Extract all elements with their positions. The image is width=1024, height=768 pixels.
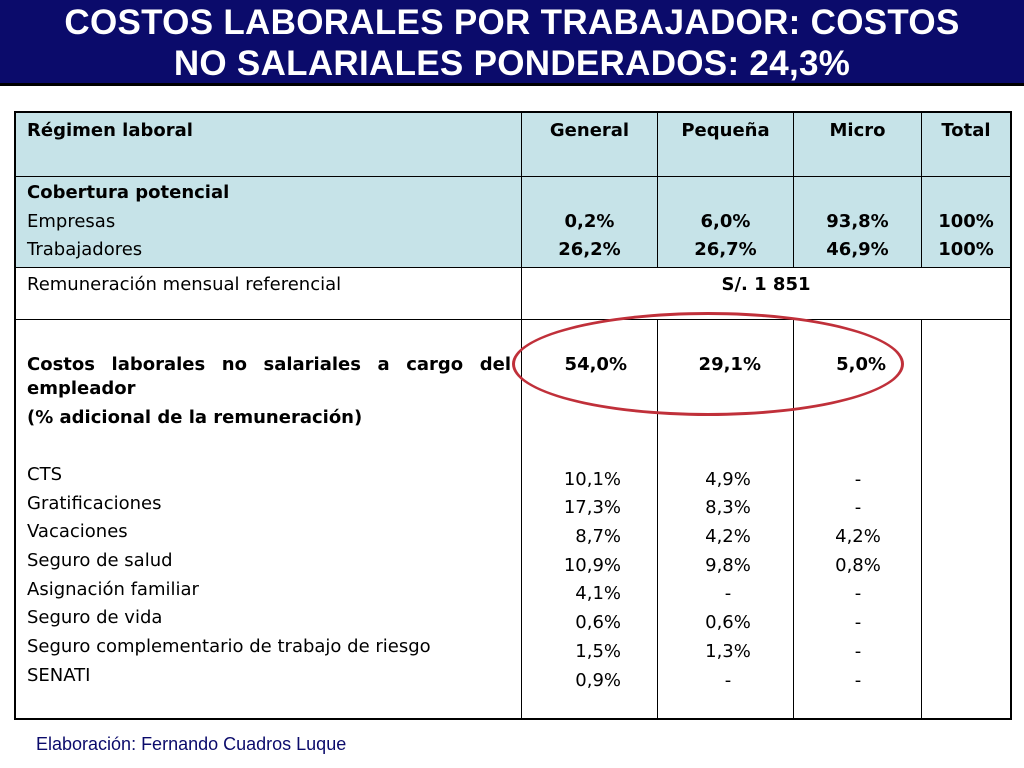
column-divider xyxy=(793,319,794,720)
item-label: CTS xyxy=(27,464,62,485)
item-micro-value: 4,2% xyxy=(835,526,881,547)
item-label: Asignación familiar xyxy=(27,579,199,600)
header-micro: Micro xyxy=(829,120,886,141)
item-micro-value: - xyxy=(854,583,862,604)
coverage-general-value: 0,2% xyxy=(564,211,615,232)
item-micro-value: - xyxy=(854,670,862,691)
item-pequena-value: 4,9% xyxy=(705,469,751,490)
item-pequena-value: 8,3% xyxy=(705,497,751,518)
column-divider xyxy=(921,113,922,267)
item-pequena-value: 1,3% xyxy=(705,641,751,662)
cost-table: Régimen laboral General Pequeña Micro To… xyxy=(14,111,1012,720)
remuneration-value: S/. 1 851 xyxy=(721,274,811,295)
item-micro-value: - xyxy=(854,641,862,662)
header-general: General xyxy=(549,120,630,141)
item-general-value: 0,6% xyxy=(575,612,621,633)
item-pequena-value: - xyxy=(724,583,732,604)
item-pequena-value: 9,8% xyxy=(705,555,751,576)
footer-credit: Elaboración: Fernando Cuadros Luque xyxy=(36,734,347,754)
coverage-pequena-value: 6,0% xyxy=(700,211,751,232)
item-micro-value: - xyxy=(854,612,862,633)
column-divider xyxy=(521,113,522,720)
costs-label-line2: empleador xyxy=(27,378,136,399)
item-label: Seguro de salud xyxy=(27,550,173,571)
column-divider xyxy=(657,113,658,267)
costs-label-line3: (% adicional de la remuneración) xyxy=(27,407,363,428)
row-divider xyxy=(16,319,1010,320)
header-row-background xyxy=(16,113,1010,176)
item-general-value: 8,7% xyxy=(575,526,621,547)
item-micro-value: - xyxy=(854,469,862,490)
header-pequena: Pequeña xyxy=(681,120,770,141)
title-bar: COSTOS LABORALES POR TRABAJADOR: COSTOS … xyxy=(0,0,1024,86)
item-label: Seguro complementario de trabajo de ries… xyxy=(27,636,431,657)
coverage-row-background xyxy=(16,176,1010,267)
costs-label-line1: Costos laborales no salariales a cargo d… xyxy=(27,354,511,375)
item-pequena-value: 0,6% xyxy=(705,612,751,633)
remuneration-label: Remuneración mensual referencial xyxy=(27,274,342,295)
highlight-ellipse xyxy=(512,312,904,416)
item-label: SENATI xyxy=(27,665,91,686)
coverage-row-label: Empresas xyxy=(27,211,116,232)
coverage-micro-value: 46,9% xyxy=(826,239,889,260)
item-general-value: 0,9% xyxy=(575,670,621,691)
column-divider xyxy=(793,113,794,267)
title-line-1: COSTOS LABORALES POR TRABAJADOR: COSTOS xyxy=(64,3,960,42)
coverage-micro-value: 93,8% xyxy=(826,211,889,232)
item-label: Seguro de vida xyxy=(27,607,163,628)
coverage-row-label: Trabajadores xyxy=(27,239,143,260)
row-divider xyxy=(16,176,1010,177)
coverage-pequena-value: 26,7% xyxy=(694,239,757,260)
item-general-value: 10,1% xyxy=(563,469,621,490)
item-general-value: 17,3% xyxy=(563,497,621,518)
item-micro-value: 0,8% xyxy=(835,555,881,576)
item-label: Vacaciones xyxy=(27,521,128,542)
item-general-value: 4,1% xyxy=(575,583,621,604)
item-pequena-value: - xyxy=(724,670,732,691)
title-underline xyxy=(0,83,1024,86)
column-divider xyxy=(657,319,658,720)
coverage-label: Cobertura potencial xyxy=(27,182,230,203)
column-divider xyxy=(921,319,922,720)
header-total: Total xyxy=(941,120,991,141)
header-regimen: Régimen laboral xyxy=(27,120,193,141)
item-pequena-value: 4,2% xyxy=(705,526,751,547)
item-general-value: 1,5% xyxy=(575,641,621,662)
item-label: Gratificaciones xyxy=(27,493,162,514)
row-divider xyxy=(16,267,1010,268)
title-line-2: NO SALARIALES PONDERADOS: 24,3% xyxy=(173,44,851,83)
item-general-value: 10,9% xyxy=(563,555,621,576)
item-micro-value: - xyxy=(854,497,862,518)
coverage-general-value: 26,2% xyxy=(558,239,621,260)
coverage-total-value: 100% xyxy=(938,239,994,260)
coverage-total-value: 100% xyxy=(938,211,994,232)
